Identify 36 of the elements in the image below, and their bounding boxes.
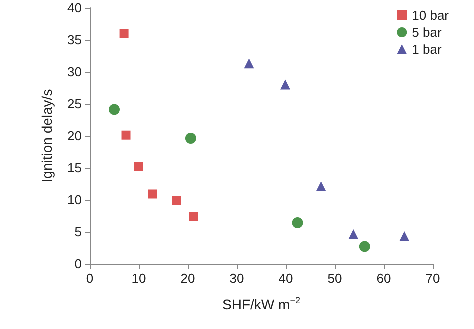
- point: [185, 133, 196, 144]
- y-tick-label: 5: [74, 224, 82, 240]
- point: [120, 29, 129, 38]
- point: [400, 231, 410, 242]
- x-tick-label: 30: [230, 271, 244, 286]
- y-tick-label: 25: [68, 96, 82, 112]
- point: [316, 182, 326, 192]
- y-tick-label: 10: [68, 192, 82, 208]
- point: [134, 162, 144, 172]
- x-tick-label: 60: [376, 271, 392, 286]
- x-tick-label: 20: [180, 271, 196, 286]
- point: [348, 230, 359, 240]
- point: [109, 104, 120, 116]
- y-tick-label: 15: [68, 160, 82, 176]
- legend-label: 5 bar: [412, 25, 442, 40]
- x-tick-label: 50: [328, 271, 342, 286]
- point: [189, 212, 198, 222]
- y-tick-label: 20: [68, 128, 82, 144]
- point: [244, 58, 254, 69]
- y-tick-label: 0: [74, 256, 82, 272]
- point: [359, 241, 370, 252]
- point: [122, 130, 131, 140]
- point: [292, 218, 304, 229]
- y-tick-label: 35: [68, 32, 82, 48]
- y-tick-label: 30: [68, 64, 82, 80]
- x-tick-label: 0: [86, 271, 94, 286]
- x-tick-label: 40: [278, 271, 294, 286]
- point: [172, 196, 182, 206]
- y-tick-label: 40: [68, 0, 82, 16]
- x-tick-label: 70: [426, 271, 440, 286]
- point: [280, 80, 291, 90]
- legend-label: 10 bar: [412, 8, 450, 23]
- legend-label: 1 bar: [412, 42, 442, 57]
- x-tick-label: 10: [132, 271, 146, 286]
- point: [148, 190, 158, 199]
- y-axis-title: Ignition delay/s: [39, 89, 55, 183]
